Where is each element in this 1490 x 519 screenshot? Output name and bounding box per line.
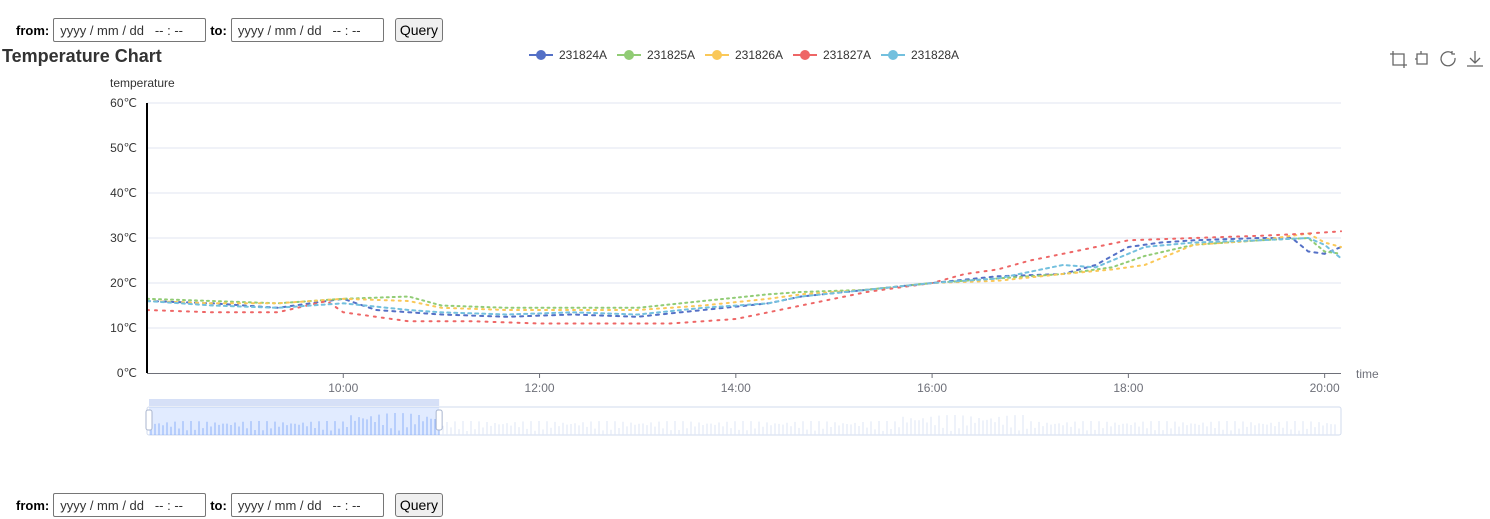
- zoom-selection[interactable]: [149, 407, 440, 435]
- legend-marker: [712, 50, 722, 60]
- legend-marker: [624, 50, 634, 60]
- legend-label: 231824A: [559, 48, 607, 62]
- series-line-231824A: [146, 237, 1342, 318]
- legend-item-231828A[interactable]: 231828A: [881, 48, 959, 62]
- series-layer: [146, 230, 1342, 325]
- series-line-231828A: [146, 236, 1342, 316]
- y-tick-label: 10℃: [110, 321, 137, 335]
- y-tick-label: 0℃: [117, 366, 137, 380]
- x-axis-name: time: [1356, 367, 1379, 381]
- x-tick-label: 18:00: [1113, 381, 1143, 395]
- grid-lines: [147, 102, 1341, 329]
- x-tick-label: 12:00: [525, 381, 555, 395]
- query-bar: from: to: Query: [0, 16, 443, 44]
- toolbox: [1390, 51, 1483, 68]
- series-line-231825A: [146, 236, 1342, 309]
- legend-marker: [536, 50, 546, 60]
- legend-label: 231827A: [823, 48, 871, 62]
- legend-marker: [800, 50, 810, 60]
- to-datetime-input[interactable]: [230, 18, 384, 42]
- legend-label: 231828A: [911, 48, 959, 62]
- chart-title: Temperature Chart: [2, 46, 162, 66]
- from-datetime-input-2[interactable]: [53, 493, 207, 517]
- from-label-2: from:: [16, 497, 50, 513]
- x-tick-label: 16:00: [917, 381, 947, 395]
- to-datetime-input-2[interactable]: [230, 493, 384, 517]
- query-button-2[interactable]: Query: [394, 493, 443, 517]
- temperature-chart: 0℃ 10℃ 20℃ 30℃ 40℃ 50℃ 60℃ 10:00 12:00 14:00 16:00…: [110, 48, 1483, 436]
- zoom-select-icon[interactable]: [1390, 51, 1407, 68]
- y-tick-label: 40℃: [110, 186, 137, 200]
- x-tick-label: 20:00: [1310, 381, 1340, 395]
- data-zoom-slider[interactable]: [145, 399, 1342, 436]
- legend-label: 231826A: [735, 48, 783, 62]
- y-tick-label: 20℃: [110, 276, 137, 290]
- query-bar-2: from: to: Query: [0, 491, 443, 519]
- y-axis-name: temperature: [110, 76, 175, 90]
- zoom-left-handle[interactable]: [145, 409, 153, 431]
- from-label: from:: [16, 22, 50, 38]
- from-datetime-input[interactable]: [53, 18, 207, 42]
- restore-icon[interactable]: [1440, 51, 1456, 67]
- axes: 0℃ 10℃ 20℃ 30℃ 40℃ 50℃ 60℃ 10:00 12:00 14:00 16:00…: [110, 76, 1379, 395]
- x-tick-label: 14:00: [721, 381, 751, 395]
- zoom-reset-icon[interactable]: [1415, 51, 1428, 65]
- save-image-icon[interactable]: [1467, 51, 1483, 67]
- legend-item-231825A[interactable]: 231825A: [617, 48, 695, 62]
- legend-label: 231825A: [647, 48, 695, 62]
- legend-marker: [888, 50, 898, 60]
- y-tick-label: 60℃: [110, 96, 137, 110]
- zoom-move-handle[interactable]: [149, 399, 440, 406]
- x-tick-label: 10:00: [328, 381, 358, 395]
- series-line-231826A: [146, 232, 1342, 311]
- legend-item-231826A[interactable]: 231826A: [705, 48, 783, 62]
- series-line-231827A: [146, 230, 1342, 325]
- legend: 231824A 231825A 231826A 231827A 231828A: [529, 48, 959, 62]
- legend-item-231824A[interactable]: 231824A: [529, 48, 607, 62]
- query-button[interactable]: Query: [394, 18, 443, 42]
- to-label: to:: [210, 22, 227, 38]
- to-label-2: to:: [210, 497, 227, 513]
- zoom-right-handle[interactable]: [435, 409, 443, 431]
- legend-item-231827A[interactable]: 231827A: [793, 48, 871, 62]
- y-tick-label: 50℃: [110, 141, 137, 155]
- y-tick-label: 30℃: [110, 231, 137, 245]
